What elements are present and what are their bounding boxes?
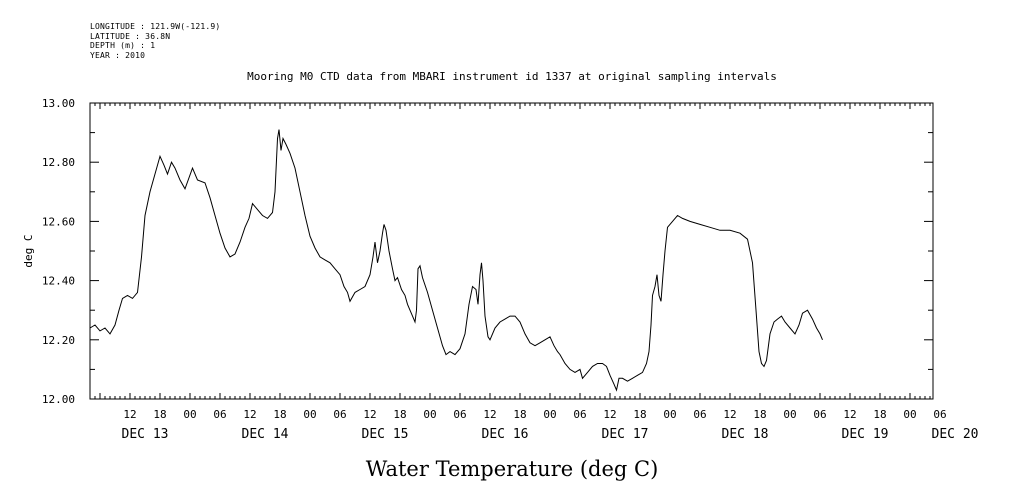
x-tick-label: 06 — [813, 408, 826, 421]
x-axis-label: Water Temperature (deg C) — [366, 457, 659, 481]
axis-ticks — [89, 102, 933, 400]
x-tick-label: 06 — [573, 408, 586, 421]
y-tick-label: 12.20 — [42, 334, 75, 347]
x-tick-label: 18 — [873, 408, 886, 421]
x-tick-label: 06 — [693, 408, 706, 421]
y-axis-label: deg C — [22, 234, 35, 267]
x-day-label: DEC 20 — [932, 427, 979, 442]
y-tick-label: 13.00 — [42, 97, 75, 110]
series-line-water-temperature — [89, 129, 823, 392]
x-tick-label: 18 — [753, 408, 766, 421]
x-tick-label: 00 — [663, 408, 676, 421]
plot-frame — [89, 102, 934, 400]
x-tick-label: 00 — [783, 408, 796, 421]
x-tick-label: 06 — [213, 408, 226, 421]
day-labels: DEC 13 DEC 14 DEC 15 DEC 16 DEC 17 DEC 18 DEC … — [122, 427, 979, 442]
x-day-label: DEC 15 — [362, 427, 409, 442]
x-tick-label: 12 — [483, 408, 496, 421]
year-label: YEAR : 2010 — [90, 50, 146, 60]
x-tick-label: 18 — [273, 408, 286, 421]
x-tick-label: 18 — [633, 408, 646, 421]
y-tick-label: 12.00 — [42, 393, 75, 406]
x-tick-label: 12 — [723, 408, 736, 421]
x-tick-label: 18 — [393, 408, 406, 421]
x-tick-label: 06 — [453, 408, 466, 421]
x-day-label: DEC 19 — [842, 427, 889, 442]
x-tick-label: 00 — [303, 408, 316, 421]
depth-label: DEPTH (m) : 1 — [90, 41, 156, 50]
x-tick-label: 00 — [543, 408, 556, 421]
x-day-label: DEC 16 — [482, 427, 529, 442]
x-tick-label: 06 — [333, 408, 346, 421]
x-tick-label: 12 — [243, 408, 256, 421]
y-tick-label: 12.40 — [42, 275, 75, 288]
y-tick-labels: 12.00 12.20 12.40 12.60 12.80 13.00 — [42, 97, 75, 406]
x-day-label: DEC 18 — [722, 427, 769, 442]
longitude-label: LONGITUDE : 121.9W(-121.9) — [90, 22, 221, 31]
x-tick-label: 00 — [903, 408, 916, 421]
latitude-label: LATITUDE : 36.8N — [90, 31, 171, 41]
x-tick-labels: 12 18 00 06 12 18 00 06 12 18 00 06 12 18 00 06 12 18 00 06… — [123, 408, 946, 421]
x-tick-label: 12 — [123, 408, 136, 421]
y-tick-label: 12.60 — [42, 215, 75, 228]
x-tick-label: 12 — [363, 408, 376, 421]
x-tick-label: 18 — [513, 408, 526, 421]
x-tick-label: 18 — [153, 408, 166, 421]
x-tick-label: 00 — [183, 408, 196, 421]
chart-title: Mooring M0 CTD data from MBARI instrumen… — [247, 70, 777, 83]
x-day-label: DEC 14 — [242, 427, 289, 442]
y-tick-label: 12.80 — [42, 156, 75, 169]
x-day-label: DEC 13 — [122, 427, 169, 442]
x-tick-label: 12 — [843, 408, 856, 421]
x-day-label: DEC 17 — [602, 427, 649, 442]
x-tick-label: 00 — [423, 408, 436, 421]
metadata-block: LONGITUDE : 121.9W(-121.9) LATITUDE : 36… — [90, 22, 220, 60]
x-tick-label: 06 — [933, 408, 946, 421]
x-tick-label: 12 — [603, 408, 616, 421]
